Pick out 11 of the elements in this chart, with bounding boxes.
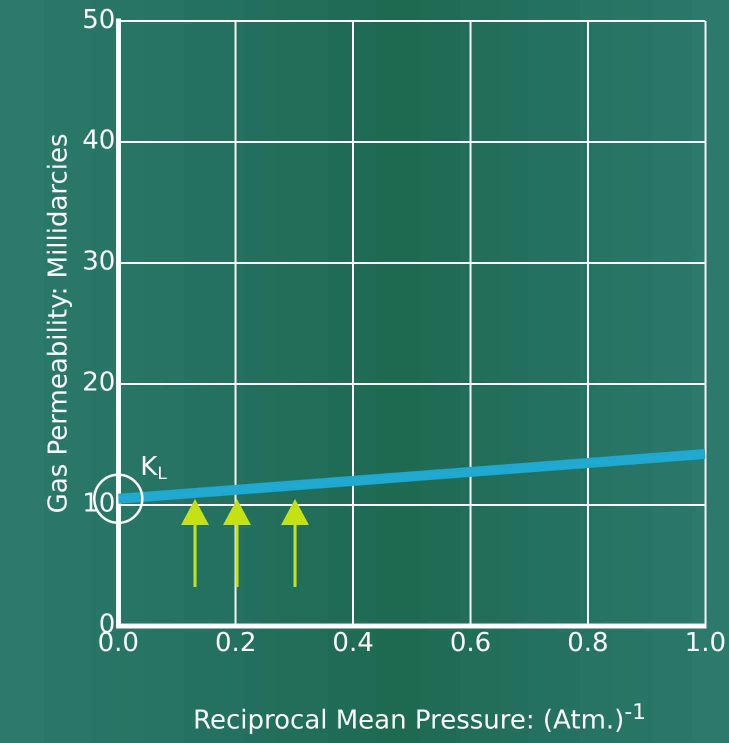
x-tick-label: 0.6 [450, 628, 492, 658]
x-tick-label: 0.2 [215, 628, 256, 658]
y-tick-label: 30 [82, 246, 116, 277]
y-axis-title: Gas Permeability: Millidarcies [43, 133, 74, 514]
y-tick-label: 40 [82, 126, 116, 156]
x-tick-label: 0.4 [332, 628, 374, 658]
y-tick-label: 50 [82, 4, 116, 35]
x-tick-label: 0.8 [567, 628, 609, 658]
y-tick-label: 20 [82, 368, 116, 398]
x-tick-label: 1.0 [684, 628, 726, 658]
x-axis-title: Reciprocal Mean Pressure: (Atm.)$^{-1}$ [192, 700, 647, 736]
